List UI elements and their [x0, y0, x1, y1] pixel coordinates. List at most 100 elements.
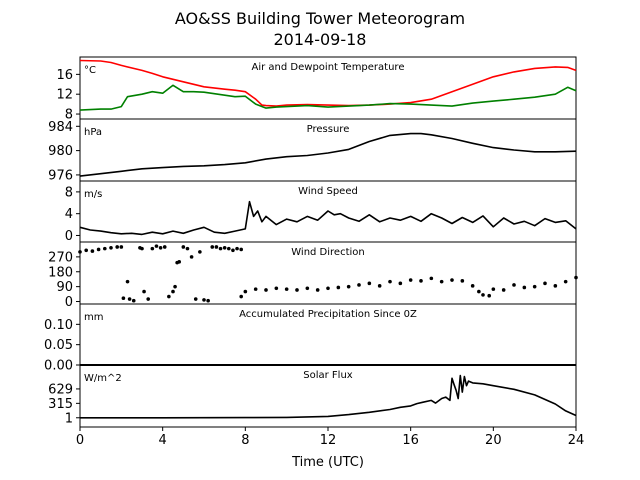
data-point: [419, 279, 423, 283]
y-tick-label: 8: [65, 108, 73, 123]
data-point: [131, 298, 136, 303]
y-tick-label: 0.00: [44, 359, 73, 374]
data-point: [326, 286, 330, 291]
panel-title: Wind Direction: [291, 247, 365, 258]
data-point: [177, 260, 181, 264]
data-point: [90, 249, 95, 253]
y-tick-label: 980: [48, 144, 73, 159]
y-tick-label: 1: [65, 411, 73, 426]
data-point: [574, 275, 578, 280]
x-tick-label: 0: [76, 433, 84, 448]
data-point: [185, 246, 190, 251]
y-tick-label: 0: [65, 229, 73, 244]
series-0-line: [79, 200, 577, 236]
y-tick-label: 4: [65, 207, 73, 222]
data-point: [460, 279, 465, 283]
data-point: [532, 284, 537, 289]
data-point: [222, 245, 227, 250]
series-0-line: [79, 132, 577, 177]
data-point: [563, 279, 568, 284]
data-point: [439, 279, 444, 284]
data-point: [142, 289, 146, 294]
y-tick-label: 0.10: [44, 318, 73, 333]
data-point: [173, 284, 177, 289]
y-tick-label: 0.05: [44, 338, 73, 353]
x-tick-label: 4: [159, 433, 167, 448]
data-point: [450, 278, 454, 282]
x-tick-label: 20: [485, 433, 502, 448]
data-point: [109, 245, 113, 250]
data-point: [218, 246, 223, 251]
data-point: [167, 294, 171, 299]
panel-title: Wind Speed: [298, 186, 358, 197]
data-point: [154, 244, 159, 248]
y-tick-label: 12: [56, 88, 73, 103]
data-point: [274, 286, 279, 291]
data-point: [146, 297, 150, 301]
data-point: [78, 250, 82, 254]
figure-title: AO&SS Building Tower Meteorogram: [175, 9, 465, 28]
data-point: [481, 293, 485, 297]
data-point: [235, 246, 239, 251]
panel-title: Solar Flux: [303, 370, 353, 381]
x-tick-label: 16: [402, 433, 419, 448]
x-tick-label: 8: [241, 433, 249, 448]
panel-unit: hPa: [84, 127, 102, 138]
data-point: [103, 246, 107, 251]
data-point: [171, 289, 175, 294]
data-point: [96, 247, 101, 252]
x-axis: 0 4 8 12 16 20 24: [76, 427, 584, 448]
data-point: [367, 281, 372, 286]
x-axis-label: Time (UTC): [291, 455, 364, 470]
data-point: [206, 298, 210, 303]
y-tick-label: 629: [48, 382, 73, 397]
data-point: [150, 246, 155, 251]
data-point: [231, 248, 235, 253]
data-point: [253, 287, 258, 291]
panel-4: 0.00 0.05 0.10 Accumulated Precipitation Si…: [44, 303, 577, 374]
y-tick-label: 180: [48, 265, 73, 280]
y-tick-label: 16: [56, 68, 73, 83]
data-point: [501, 288, 506, 292]
data-point: [487, 293, 492, 298]
data-point: [214, 245, 219, 249]
data-point: [357, 283, 361, 287]
data-point: [140, 246, 144, 251]
y-tick-label: 8: [65, 185, 73, 200]
series-1-line: [79, 84, 577, 111]
panels: 8 12 16 Air and Dewpoint Temperature °C 976 98…: [44, 56, 578, 428]
data-point: [264, 288, 268, 292]
data-point: [346, 284, 351, 289]
panel-title: Pressure: [307, 124, 350, 135]
series-1: [239, 275, 578, 299]
panel-unit: °C: [84, 65, 96, 76]
data-point: [198, 250, 202, 254]
data-point: [543, 281, 547, 286]
panel-1: 976 980 984 Pressure hPa: [48, 118, 577, 183]
data-point: [158, 245, 163, 250]
panel-unit: m/s: [84, 189, 102, 200]
data-point: [115, 245, 119, 249]
data-point: [336, 285, 341, 290]
y-tick-label: 984: [48, 120, 73, 135]
panel-2: 0 4 8 Wind Speed m/s: [65, 180, 577, 244]
panel-unit: W/m^2: [84, 373, 122, 384]
data-point: [295, 288, 299, 292]
data-point: [127, 297, 132, 301]
panel-unit: mm: [84, 312, 103, 323]
data-point: [429, 276, 434, 281]
data-point: [377, 284, 382, 288]
data-point: [477, 289, 481, 294]
data-point: [388, 279, 392, 284]
y-tick-label: 90: [56, 280, 73, 295]
figure-subtitle: 2014-09-18: [274, 30, 367, 49]
data-point: [239, 247, 243, 252]
series-0-line: [79, 59, 577, 107]
data-point: [470, 284, 475, 288]
data-point: [202, 298, 206, 302]
series-0: [78, 244, 243, 303]
data-point: [491, 287, 496, 291]
